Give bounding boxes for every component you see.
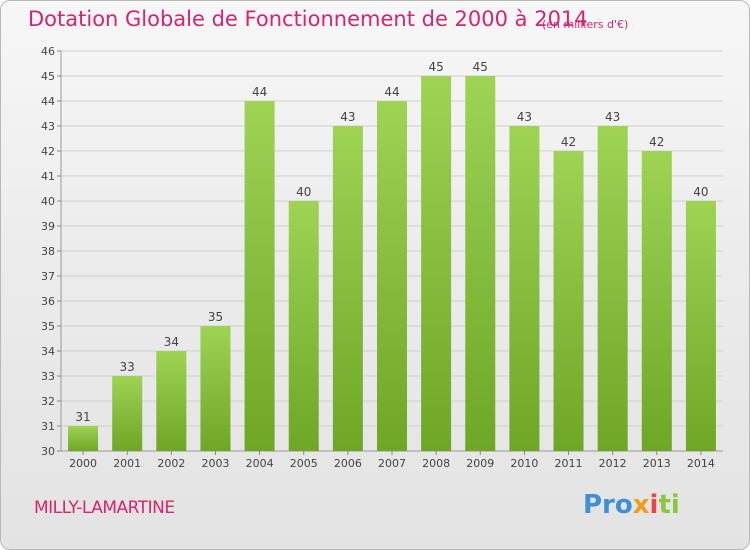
bar — [421, 76, 452, 451]
data-label: 43 — [605, 110, 620, 124]
bar — [288, 201, 319, 451]
bar — [685, 201, 716, 451]
proxiti-logo: Proxiti — [583, 490, 680, 520]
x-tick-label: 2010 — [510, 457, 538, 470]
x-tick-label: 2001 — [113, 457, 141, 470]
data-label: 35 — [208, 310, 223, 324]
x-tick-label: 2002 — [157, 457, 185, 470]
x-tick-label: 2007 — [378, 457, 406, 470]
x-tick-label: 2014 — [687, 457, 715, 470]
x-tick-label: 2005 — [290, 457, 318, 470]
data-label: 43 — [340, 110, 355, 124]
y-tick-label: 42 — [41, 145, 55, 158]
y-tick-label: 30 — [41, 445, 55, 458]
y-tick-label: 46 — [41, 45, 55, 58]
bar — [465, 76, 496, 451]
x-tick-label: 2013 — [643, 457, 671, 470]
x-tick-label: 2003 — [201, 457, 229, 470]
data-label: 45 — [473, 60, 488, 74]
bar — [553, 151, 584, 451]
y-tick-label: 43 — [41, 120, 55, 133]
data-label: 40 — [296, 185, 311, 199]
y-tick-label: 33 — [41, 370, 55, 383]
data-label: 44 — [252, 85, 267, 99]
y-tick-label: 36 — [41, 295, 55, 308]
bar — [244, 101, 275, 451]
bar — [641, 151, 672, 451]
y-tick-label: 45 — [41, 70, 55, 83]
data-label: 42 — [649, 135, 664, 149]
x-tick-label: 2004 — [246, 457, 274, 470]
bar — [597, 126, 628, 451]
data-label: 44 — [384, 85, 399, 99]
bar — [156, 351, 187, 451]
bar — [200, 326, 231, 451]
data-label: 31 — [75, 410, 90, 424]
y-tick-label: 38 — [41, 245, 55, 258]
y-tick-label: 40 — [41, 195, 55, 208]
data-label: 34 — [164, 335, 179, 349]
x-tick-label: 2008 — [422, 457, 450, 470]
data-label: 42 — [561, 135, 576, 149]
x-tick-label: 2009 — [466, 457, 494, 470]
y-tick-label: 31 — [41, 420, 55, 433]
commune-name: MILLY-LAMARTINE — [34, 498, 175, 518]
y-tick-label: 37 — [41, 270, 55, 283]
chart-subtitle: (en milliers d'€) — [542, 18, 629, 31]
bar — [332, 126, 363, 451]
data-label: 45 — [428, 60, 443, 74]
bar — [68, 426, 99, 451]
x-tick-label: 2011 — [555, 457, 583, 470]
y-tick-label: 32 — [41, 395, 55, 408]
y-tick-label: 41 — [41, 170, 55, 183]
bar — [112, 376, 143, 451]
bar — [509, 126, 540, 451]
y-tick-label: 44 — [41, 95, 55, 108]
x-tick-label: 2006 — [334, 457, 362, 470]
data-label: 33 — [120, 360, 135, 374]
x-tick-label: 2000 — [69, 457, 97, 470]
y-tick-label: 39 — [41, 220, 55, 233]
chart-title: Dotation Globale de Fonctionnement de 20… — [28, 7, 588, 31]
data-label: 43 — [517, 110, 532, 124]
y-tick-label: 35 — [41, 320, 55, 333]
data-label: 40 — [693, 185, 708, 199]
x-tick-label: 2012 — [599, 457, 627, 470]
bar — [376, 101, 408, 451]
y-tick-label: 34 — [41, 345, 55, 358]
